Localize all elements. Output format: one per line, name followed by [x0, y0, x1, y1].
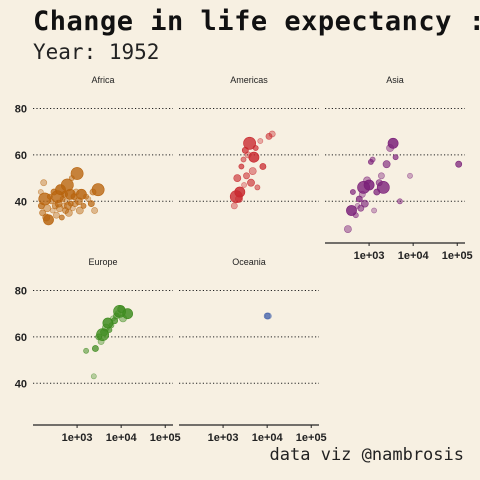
data-point-americas — [230, 202, 238, 210]
data-point-americas — [241, 182, 247, 188]
facet-title-oceania: Oceania — [232, 257, 266, 267]
facet-africa: Africa 40 60 80 — [15, 75, 173, 226]
data-point-americas — [254, 184, 261, 191]
x-tick-label: 1e+03 — [354, 250, 385, 262]
facet-europe: Europe 40 60 80 1e+03 1e+04 1e+05 — [15, 257, 181, 444]
facet-title-americas: Americas — [230, 75, 268, 85]
chart-subtitle: Year: 1952 — [33, 40, 160, 64]
y-tick-label: 60 — [15, 150, 27, 162]
data-point-europe — [122, 308, 133, 320]
data-point-asia — [349, 189, 356, 195]
data-point-americas — [257, 138, 264, 144]
data-point-africa — [43, 214, 54, 226]
data-point-asia — [360, 199, 369, 208]
data-point-asia — [407, 172, 413, 179]
x-tick-label: 1e+04 — [252, 432, 284, 444]
y-tick-label: 80 — [15, 286, 27, 298]
data-point-oceania — [264, 312, 272, 320]
data-point-africa — [91, 183, 105, 197]
data-point-europe — [106, 327, 113, 333]
y-tick-label: 40 — [15, 196, 27, 208]
data-point-asia — [363, 179, 375, 191]
data-point-africa — [64, 208, 73, 217]
data-point-americas — [268, 130, 276, 138]
data-point-americas — [243, 136, 256, 150]
data-point-americas — [252, 145, 259, 151]
data-point-africa — [53, 211, 60, 219]
data-point-europe — [92, 345, 99, 352]
data-point-africa — [70, 167, 84, 180]
data-point-africa — [91, 207, 98, 214]
data-point-asia — [382, 160, 391, 169]
data-point-asia — [455, 160, 463, 168]
data-point-americas — [243, 172, 250, 180]
data-point-asia — [396, 198, 403, 205]
y-tick-label: 60 — [15, 332, 27, 344]
data-point-americas — [248, 151, 260, 163]
data-point-americas — [259, 163, 267, 170]
facet-title-europe: Europe — [88, 257, 117, 267]
data-point-asia — [369, 156, 376, 163]
data-point-americas — [234, 186, 246, 198]
x-tick-label: 1e+05 — [296, 432, 327, 444]
x-tick-label: 1e+03 — [208, 432, 239, 444]
x-tick-label: 1e+05 — [150, 432, 181, 444]
data-point-africa — [43, 204, 52, 213]
data-point-asia — [352, 212, 359, 219]
data-point-africa — [75, 206, 84, 215]
data-point-americas — [238, 163, 245, 170]
data-point-asia — [343, 225, 352, 233]
data-point-asia — [387, 137, 399, 149]
data-point-africa — [58, 214, 65, 221]
data-point-americas — [248, 167, 257, 175]
data-point-asia — [357, 204, 365, 212]
data-point-americas — [233, 174, 242, 182]
data-point-americas — [240, 156, 247, 163]
facet-oceania: Oceania 1e+03 1e+04 1e+05 — [179, 257, 327, 444]
y-tick-label: 80 — [15, 104, 27, 116]
data-point-africa — [87, 200, 95, 207]
data-point-americas — [247, 178, 255, 187]
x-tick-label: 1e+05 — [442, 250, 473, 262]
data-point-africa — [80, 202, 87, 209]
data-point-europe — [90, 373, 97, 380]
data-point-europe — [83, 347, 89, 354]
chart-caption: data viz @nambrosis — [269, 445, 464, 465]
chart-title: Change in life expectancy : — [33, 6, 480, 37]
y-tick-label: 40 — [15, 378, 27, 390]
facet-title-africa: Africa — [91, 75, 114, 85]
data-point-africa — [40, 179, 48, 187]
facet-asia: Asia 1e+03 1e+04 1e+05 — [325, 75, 473, 262]
x-tick-label: 1e+03 — [62, 432, 93, 444]
data-point-asia — [376, 180, 390, 194]
data-point-europe — [108, 322, 115, 329]
data-point-asia — [371, 207, 377, 214]
data-point-asia — [392, 154, 399, 161]
data-point-asia — [377, 172, 385, 180]
x-tick-label: 1e+04 — [398, 250, 430, 262]
facet-title-asia: Asia — [386, 75, 404, 85]
facet-americas: Americas — [179, 75, 319, 210]
data-point-africa — [85, 196, 92, 202]
x-tick-label: 1e+04 — [106, 432, 138, 444]
